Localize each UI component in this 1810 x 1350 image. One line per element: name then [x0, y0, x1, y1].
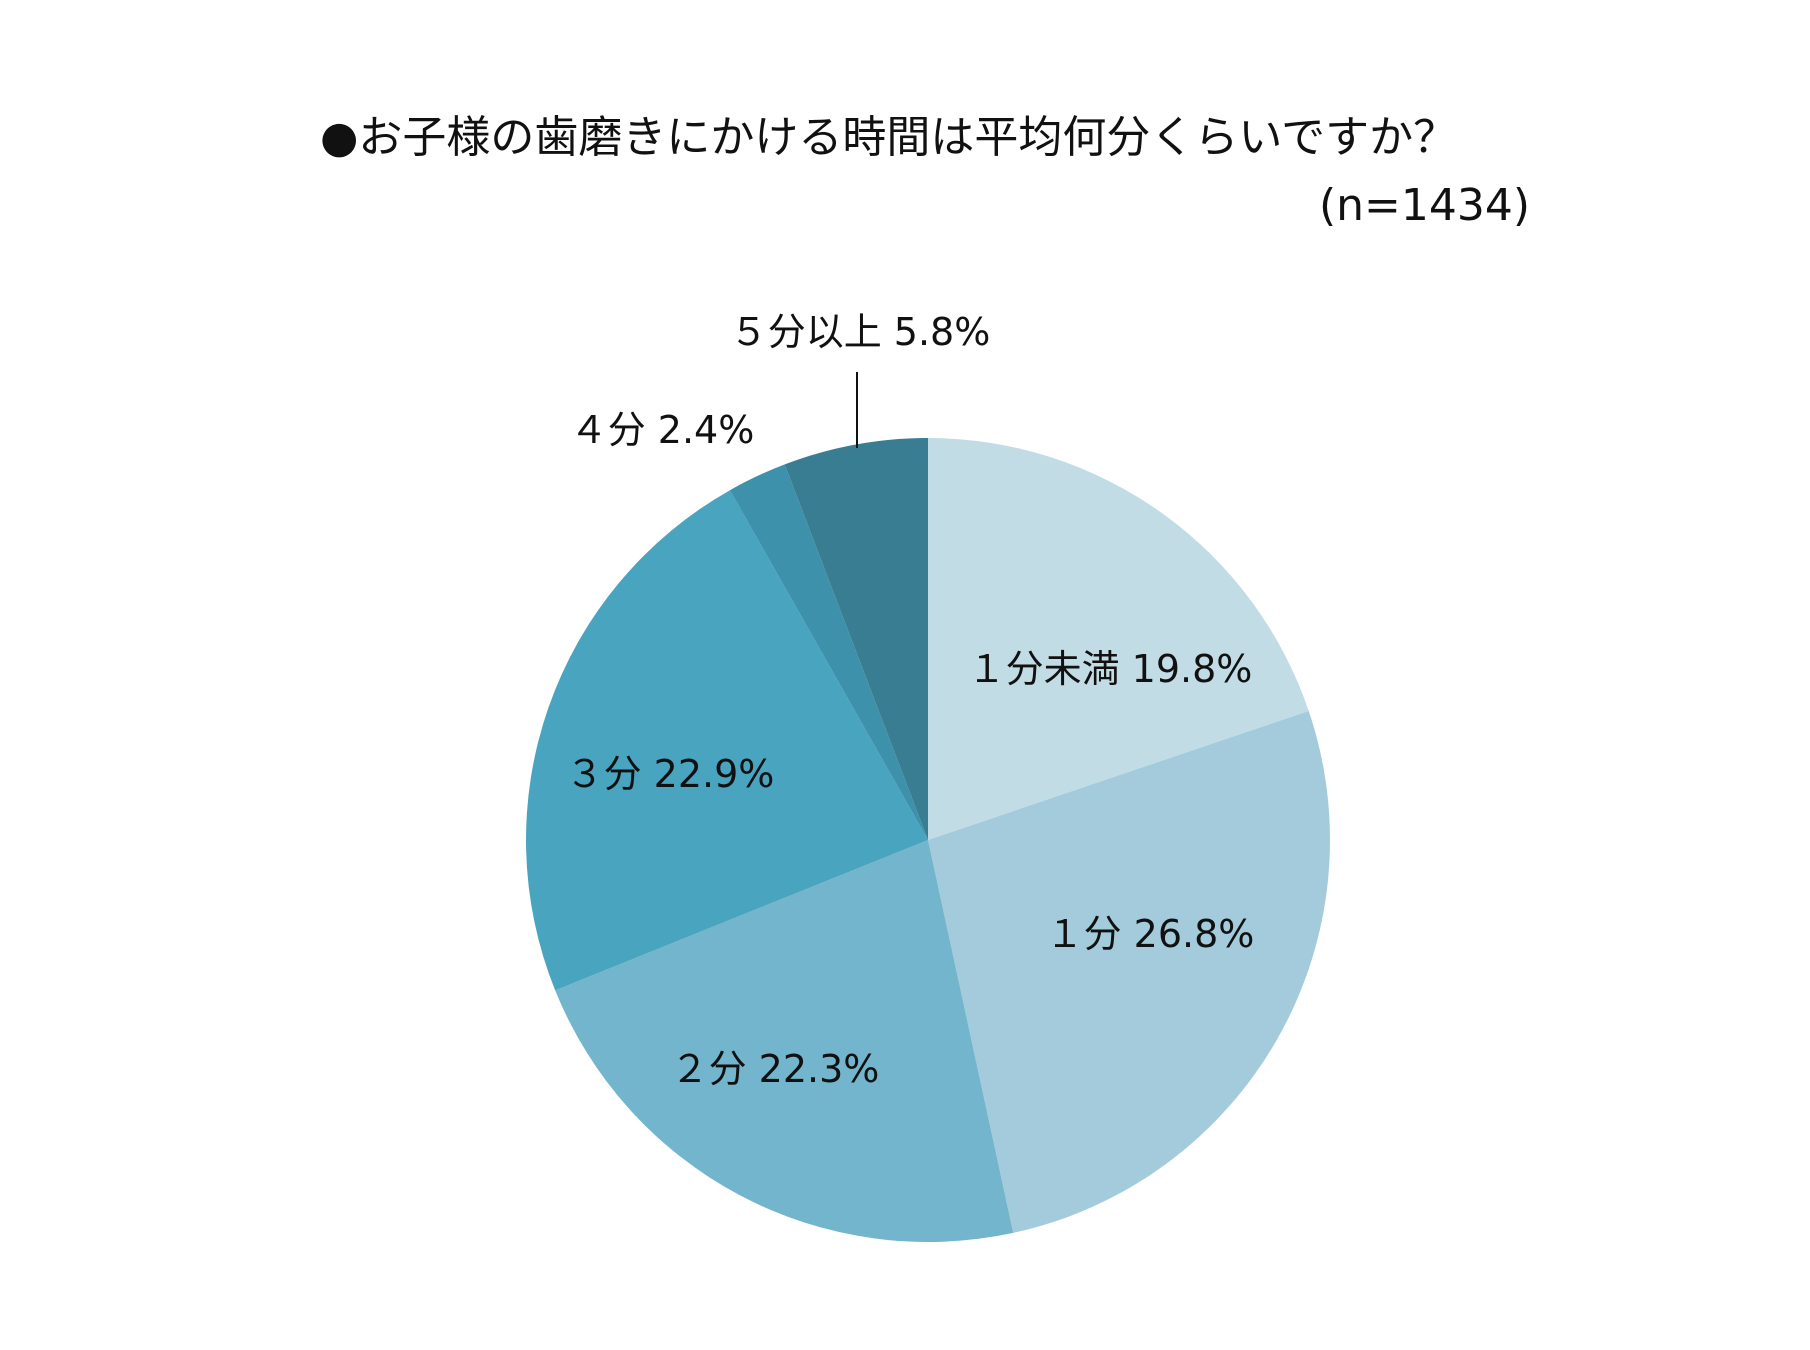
slice-label-6: ５分以上 5.8%: [730, 310, 991, 354]
slice-label-3: ２分 22.3%: [671, 1047, 880, 1091]
pie-slice-4: [526, 490, 928, 991]
chart-sample-size: (n=1434): [1318, 180, 1530, 231]
chart-title: ●お子様の歯磨きにかける時間は平均何分くらいですか？: [320, 112, 1458, 163]
slice-label-4: ３分 22.9%: [566, 752, 775, 796]
slice-label-5: ４分 2.4%: [570, 408, 755, 452]
slice-label-1: １分未満 19.8%: [968, 647, 1253, 691]
pie-slice-3: [555, 840, 1014, 1242]
pie-slices: [526, 438, 1330, 1242]
slice-label-2: １分 26.8%: [1046, 912, 1255, 956]
pie-slice-6: [784, 438, 928, 840]
pie-labels: １分未満 19.8% １分 26.8% ２分 22.3% ３分 22.9% ４分 2.4…: [566, 310, 1255, 1091]
pie-slice-2: [928, 710, 1330, 1233]
pie-slice-1: [928, 438, 1309, 840]
pie-slice-5: [729, 464, 928, 840]
